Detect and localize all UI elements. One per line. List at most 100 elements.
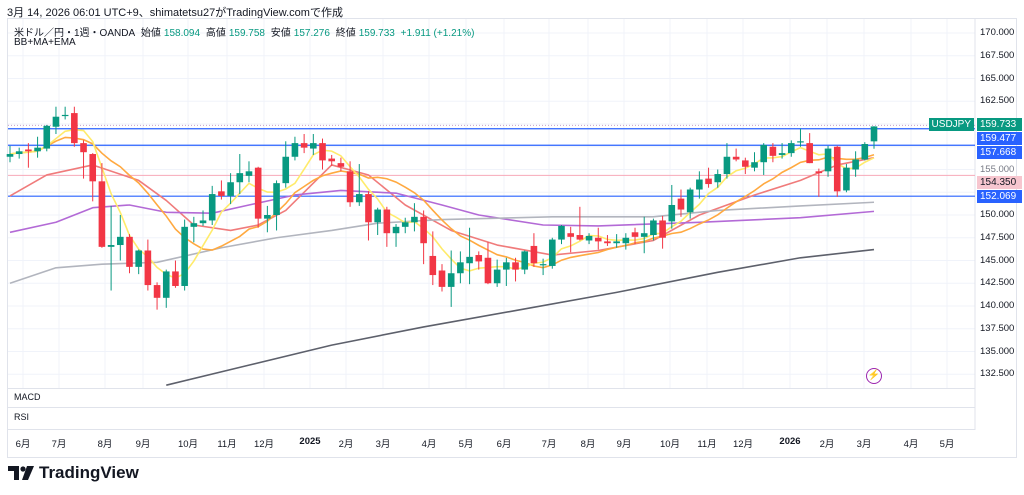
- candle-up: [521, 251, 529, 270]
- candle-down: [705, 178, 712, 185]
- candle-down: [383, 209, 391, 234]
- macd-pane-label[interactable]: MACD: [14, 392, 41, 402]
- candle-down: [346, 171, 354, 203]
- candle-up: [852, 159, 859, 170]
- candle-down: [576, 235, 584, 240]
- time-axis-label: 7月: [541, 439, 557, 450]
- candle-up: [457, 262, 464, 274]
- candle-down: [484, 257, 492, 284]
- candle-up: [273, 183, 280, 215]
- candle-up: [6, 154, 14, 157]
- candle-up: [43, 125, 51, 149]
- candle-up: [613, 241, 620, 244]
- candle-up: [503, 262, 510, 270]
- candle-up: [135, 250, 142, 267]
- candle-down: [328, 158, 336, 162]
- price-axis-label: 140.000: [980, 300, 1015, 311]
- candle-down: [742, 160, 749, 167]
- close-value: 159.733: [358, 28, 395, 39]
- candle-up: [686, 189, 694, 213]
- candle-down: [530, 245, 538, 264]
- candle-down: [677, 198, 685, 210]
- ma-red-line: [9, 156, 875, 256]
- candle-down: [815, 171, 823, 174]
- time-axis-label: 10月: [659, 439, 681, 450]
- time-axis-label: 5月: [458, 439, 474, 450]
- candle-down: [172, 271, 179, 286]
- candle-down: [153, 285, 161, 298]
- candle-down: [254, 167, 262, 219]
- candle-up: [558, 225, 565, 240]
- candle-up: [310, 143, 317, 149]
- symbol-title[interactable]: 米ドル／円・1週・OANDA: [14, 28, 136, 39]
- candle-up: [824, 148, 832, 172]
- time-axis-label: 6月: [496, 439, 512, 450]
- candle-up: [539, 264, 547, 266]
- price-axis-label: 142.500: [980, 277, 1015, 289]
- candle-up: [355, 194, 363, 203]
- time-axis-label: 8月: [580, 439, 596, 450]
- time-axis-label: 2026: [779, 436, 801, 447]
- price-axis-label: 147.500: [980, 231, 1015, 243]
- candle-up: [696, 179, 703, 190]
- candle-up: [162, 271, 170, 298]
- candle-down: [732, 156, 740, 160]
- candle-down: [218, 191, 225, 196]
- candle-up: [107, 245, 115, 247]
- candle-up: [650, 220, 657, 236]
- price-axis-label: 167.500: [980, 49, 1015, 61]
- pane-divider[interactable]: [8, 388, 975, 389]
- candle-down: [567, 233, 574, 237]
- high-value: 159.758: [228, 28, 265, 39]
- candle-up: [411, 216, 418, 223]
- time-axis-label: 9月: [135, 439, 151, 450]
- candle-up: [282, 156, 290, 184]
- price-axis-label: 132.500: [980, 368, 1015, 380]
- time-axis-label: 3月: [856, 439, 872, 450]
- candle-up: [585, 235, 593, 241]
- candle-down: [25, 149, 32, 152]
- candle-down: [594, 237, 602, 242]
- indicators-label[interactable]: BB+MA+EMA: [14, 37, 76, 48]
- tradingview-logo[interactable]: TradingView: [8, 463, 139, 483]
- lightning-icon[interactable]: ⚡: [866, 368, 882, 384]
- candle-down: [438, 270, 446, 287]
- time-axis-divider: [8, 429, 975, 430]
- open-value: 158.094: [163, 28, 201, 39]
- candle-down: [631, 232, 639, 237]
- candle-up: [199, 220, 207, 224]
- candle-up: [227, 182, 234, 196]
- level-tag-152069: 152.069: [977, 190, 1022, 203]
- candle-up: [466, 256, 473, 264]
- rsi-pane-label[interactable]: RSI: [14, 412, 30, 422]
- candle-down: [659, 220, 666, 238]
- time-axis-label: 11月: [697, 439, 717, 450]
- candle-up: [723, 156, 731, 175]
- ma-darkgray-line: [166, 248, 875, 386]
- time-axis-label: 8月: [97, 439, 113, 450]
- pane-divider[interactable]: [8, 407, 975, 408]
- candle-up: [374, 209, 381, 223]
- candle-up: [640, 233, 648, 237]
- candle-up: [34, 147, 41, 152]
- candle-up: [760, 144, 768, 163]
- price-axis-label: 162.500: [980, 95, 1015, 107]
- chart-frame: [7, 18, 1017, 458]
- tradingview-logo-icon: [8, 466, 34, 480]
- price-chart[interactable]: [0, 0, 1024, 460]
- candle-up: [61, 114, 69, 117]
- candle-down: [604, 241, 611, 244]
- price-axis-label: 170.000: [980, 27, 1015, 38]
- ma-yellow-line: [9, 128, 875, 280]
- time-axis-label: 9月: [616, 439, 632, 450]
- candle-down: [126, 236, 133, 267]
- change-value: +1.911 (+1.21%): [400, 28, 475, 39]
- symbol-tag: USDJPY: [928, 118, 974, 131]
- time-axis-label: 2月: [819, 439, 835, 450]
- candle-up: [291, 143, 299, 157]
- candle-up: [714, 174, 722, 183]
- price-axis-label: 165.000: [980, 72, 1015, 84]
- candle-down: [833, 146, 841, 192]
- price-axis-label: 145.000: [980, 254, 1015, 266]
- price-axis-label: 135.000: [980, 345, 1015, 357]
